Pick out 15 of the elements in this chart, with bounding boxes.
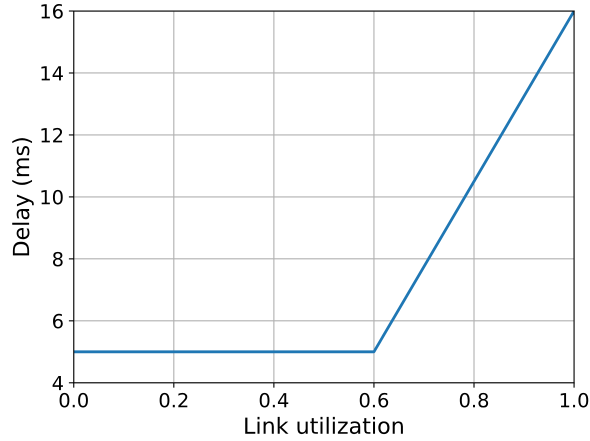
y-tick-label: 12	[41, 128, 62, 142]
x-tick-label: 1.0	[560, 392, 588, 408]
x-tick-label: 0.4	[260, 392, 288, 408]
y-tick-label: 16	[41, 4, 63, 19]
x-tick-label: 0.6	[360, 392, 388, 408]
x-tick-label: 0.2	[160, 392, 188, 408]
y-tick-label: 4	[52, 376, 63, 390]
y-tick-label: 10	[41, 190, 63, 205]
y-tick-label: 6	[53, 314, 63, 328]
y-axis-title: Delay (ms)	[12, 138, 34, 256]
x-tick-label: 0.8	[460, 392, 488, 408]
x-axis-title: Link utilization	[245, 416, 403, 434]
y-tick-label: 14	[41, 66, 63, 80]
x-tick-label: 0.0	[60, 392, 88, 408]
y-tick-label: 8	[52, 252, 63, 267]
